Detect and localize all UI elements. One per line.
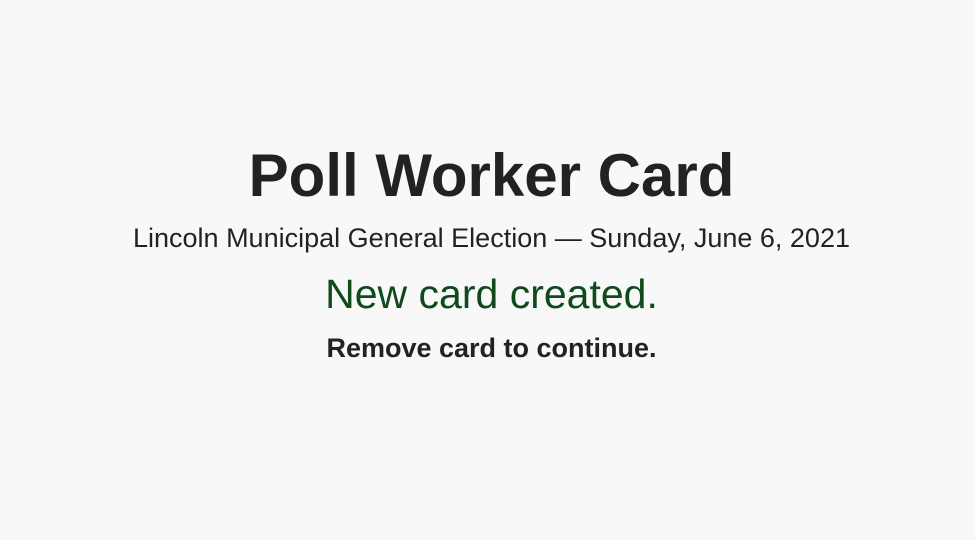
election-title: Lincoln Municipal General Election — [133, 223, 548, 253]
success-status-message: New card created. — [325, 271, 658, 317]
election-info: Lincoln Municipal General Election — Sun… — [0, 221, 975, 255]
card-status-content: Poll Worker Card Lincoln Municipal Gener… — [0, 138, 975, 365]
election-separator: — — [554, 223, 582, 253]
remove-card-instruction: Remove card to continue. — [326, 333, 657, 363]
election-date: Sunday, June 6, 2021 — [589, 223, 850, 253]
page-title: Poll Worker Card — [248, 142, 735, 209]
